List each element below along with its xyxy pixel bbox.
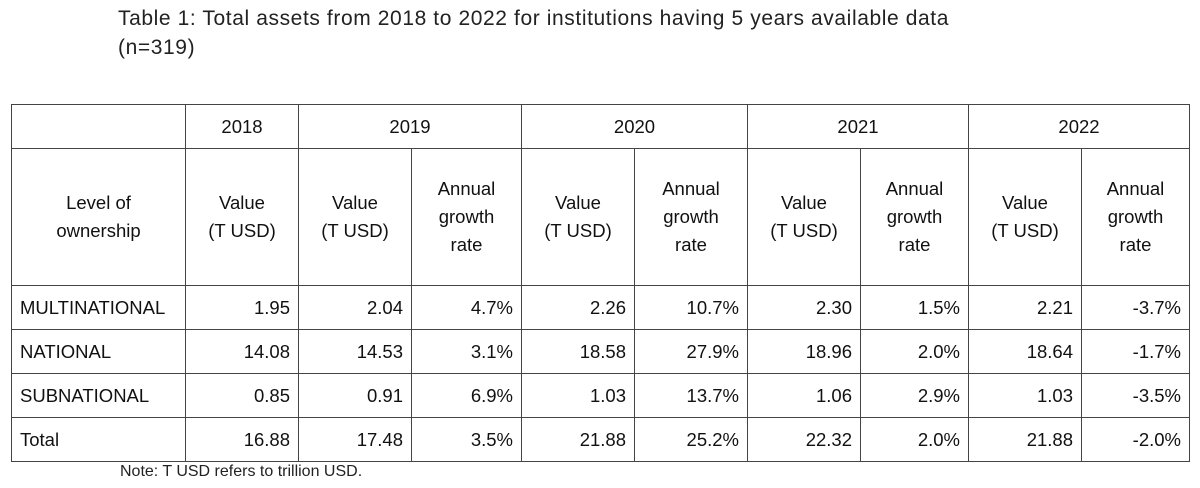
growth-2019: 3.5% — [411, 417, 522, 462]
growth-header-2021: Annual growth rate — [860, 148, 969, 286]
row-label: NATIONAL — [11, 329, 186, 374]
value-2020: 18.58 — [521, 329, 635, 374]
value-2020: 2.26 — [521, 285, 635, 330]
value-2018: 1.95 — [185, 285, 299, 330]
growth-2019: 3.1% — [411, 329, 522, 374]
year-2020: 2020 — [521, 104, 748, 149]
assets-table: 2018 2019 2020 2021 2022 Level of ownersh… — [11, 104, 1190, 462]
value-header-2021: Value (T USD) — [747, 148, 861, 286]
year-2021: 2021 — [747, 104, 969, 149]
growth-header-2019: Annual growth rate — [411, 148, 522, 286]
subheader-row: Level of ownership Value (T USD) Value (T U… — [11, 148, 1190, 286]
row-label: Total — [11, 417, 186, 462]
value-2021: 22.32 — [747, 417, 861, 462]
value-2022: 1.03 — [968, 373, 1082, 418]
year-header-row: 2018 2019 2020 2021 2022 — [11, 104, 1190, 149]
year-2022: 2022 — [968, 104, 1190, 149]
value-2020: 1.03 — [521, 373, 635, 418]
value-header-2020: Value (T USD) — [521, 148, 635, 286]
table-title: Table 1: Total assets from 2018 to 2022 … — [118, 4, 1118, 62]
value-2018: 0.85 — [185, 373, 299, 418]
growth-2021: 2.0% — [860, 329, 969, 374]
growth-2019: 6.9% — [411, 373, 522, 418]
value-2019: 0.91 — [298, 373, 412, 418]
value-2021: 2.30 — [747, 285, 861, 330]
value-2022: 21.88 — [968, 417, 1082, 462]
value-2018: 16.88 — [185, 417, 299, 462]
table-row-subnational: SUBNATIONAL 0.85 0.91 6.9% 1.03 13.7% 1.… — [11, 373, 1190, 418]
growth-2020: 27.9% — [634, 329, 748, 374]
growth-header-2020: Annual growth rate — [634, 148, 748, 286]
table-title-line1: Table 1: Total assets from 2018 to 2022 … — [118, 7, 950, 30]
value-2020: 21.88 — [521, 417, 635, 462]
row-label-header: Level of ownership — [11, 148, 186, 286]
table-row-total: Total 16.88 17.48 3.5% 21.88 25.2% 22.32… — [11, 417, 1190, 462]
year-2019: 2019 — [298, 104, 522, 149]
value-2019: 14.53 — [298, 329, 412, 374]
value-2021: 1.06 — [747, 373, 861, 418]
growth-2021: 2.0% — [860, 417, 969, 462]
growth-2022: -3.5% — [1081, 373, 1190, 418]
value-header-2019: Value (T USD) — [298, 148, 412, 286]
table-row-multinational: MULTINATIONAL 1.95 2.04 4.7% 2.26 10.7% … — [11, 285, 1190, 330]
table-row-national: NATIONAL 14.08 14.53 3.1% 18.58 27.9% 18… — [11, 329, 1190, 374]
growth-2022: -3.7% — [1081, 285, 1190, 330]
corner-cell — [11, 104, 186, 149]
row-label: MULTINATIONAL — [11, 285, 186, 330]
growth-2021: 2.9% — [860, 373, 969, 418]
value-2022: 18.64 — [968, 329, 1082, 374]
year-2018: 2018 — [185, 104, 299, 149]
growth-2021: 1.5% — [860, 285, 969, 330]
growth-2022: -1.7% — [1081, 329, 1190, 374]
value-header-2022: Value (T USD) — [968, 148, 1082, 286]
value-header-2018: Value (T USD) — [185, 148, 299, 286]
growth-2020: 10.7% — [634, 285, 748, 330]
growth-2020: 13.7% — [634, 373, 748, 418]
value-2019: 2.04 — [298, 285, 412, 330]
value-2021: 18.96 — [747, 329, 861, 374]
table-note: Note: T USD refers to trillion USD. — [120, 463, 363, 480]
row-label: SUBNATIONAL — [11, 373, 186, 418]
value-2019: 17.48 — [298, 417, 412, 462]
growth-2020: 25.2% — [634, 417, 748, 462]
value-2022: 2.21 — [968, 285, 1082, 330]
table-title-line2: (n=319) — [118, 36, 196, 59]
value-2018: 14.08 — [185, 329, 299, 374]
growth-2022: -2.0% — [1081, 417, 1190, 462]
growth-2019: 4.7% — [411, 285, 522, 330]
growth-header-2022: Annual growth rate — [1081, 148, 1190, 286]
